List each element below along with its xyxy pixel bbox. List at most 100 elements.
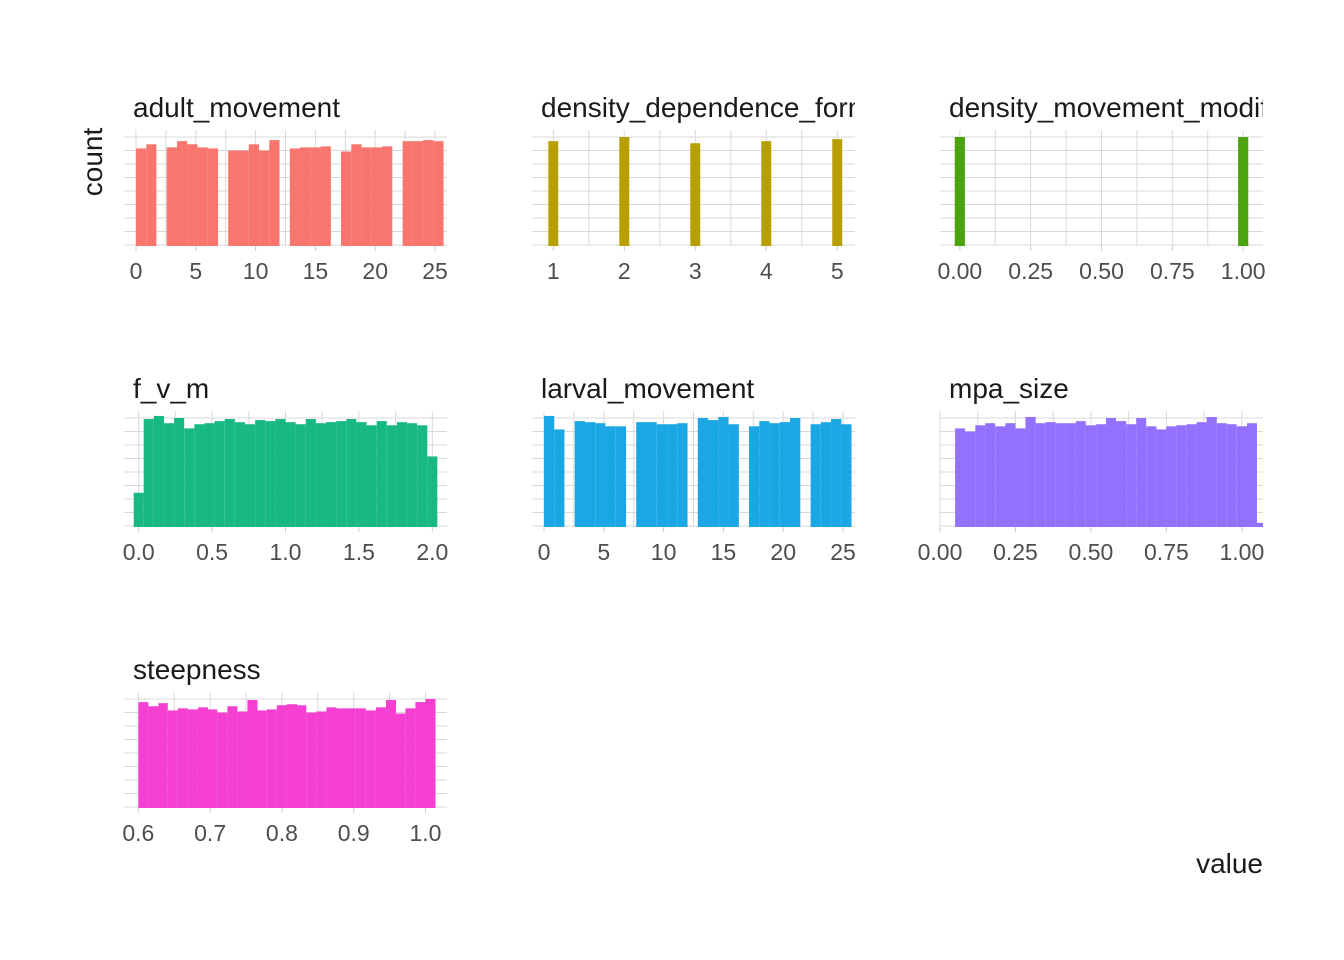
panel-density-movement-modifie: 0.00 0.25 0.50 0.75 1.00 density_movement_mod… bbox=[937, 92, 1290, 284]
histogram-bar bbox=[412, 141, 424, 246]
histogram-bar bbox=[375, 707, 386, 808]
histogram-bar bbox=[355, 708, 366, 808]
x-tick-label: 2.0 bbox=[416, 539, 448, 565]
histogram-bar bbox=[1206, 416, 1217, 527]
histogram-bar bbox=[194, 424, 205, 527]
histogram-bar bbox=[187, 144, 198, 246]
histogram-bar bbox=[405, 708, 416, 808]
histogram-bar bbox=[163, 423, 175, 527]
panel-title: larval_movement bbox=[541, 373, 754, 404]
x-tick-label: 25 bbox=[422, 258, 448, 284]
histogram-bar bbox=[146, 144, 157, 246]
histogram-bar bbox=[433, 141, 444, 246]
histogram-bar bbox=[820, 422, 832, 527]
y-axis-title: count bbox=[77, 128, 108, 197]
histogram-bar bbox=[1166, 426, 1177, 527]
histogram-bar bbox=[667, 424, 678, 527]
histogram-bar bbox=[234, 422, 245, 527]
histogram-bar bbox=[707, 420, 719, 527]
histogram-bar bbox=[619, 137, 630, 246]
histogram-bar bbox=[832, 139, 843, 246]
panel-title: steepness bbox=[133, 654, 261, 685]
histogram-bar bbox=[361, 147, 372, 246]
histogram-bar bbox=[143, 419, 154, 527]
histogram-bar bbox=[690, 143, 701, 246]
histogram-bar bbox=[166, 147, 177, 246]
histogram-bar bbox=[286, 704, 297, 808]
histogram-bar bbox=[417, 425, 428, 527]
histogram-bar bbox=[1186, 424, 1197, 527]
x-tick-label: 25 bbox=[830, 539, 856, 565]
histogram-bar bbox=[315, 423, 327, 527]
histogram-bar bbox=[636, 422, 647, 527]
histogram-bar bbox=[761, 141, 772, 246]
histogram-bar bbox=[276, 705, 287, 808]
histogram-bar bbox=[749, 426, 760, 527]
histogram-bar bbox=[275, 419, 286, 527]
histogram-bar bbox=[153, 415, 164, 527]
histogram-bar bbox=[1247, 423, 1257, 527]
histogram-bar bbox=[1055, 423, 1066, 527]
histogram-bar bbox=[295, 424, 306, 527]
x-tick-label: 1.5 bbox=[343, 539, 375, 565]
panel-density-dependence-form: 1 2 3 4 5 density_dependence_form bbox=[532, 92, 871, 284]
histogram-bar bbox=[1096, 424, 1107, 527]
histogram-bar bbox=[138, 702, 149, 808]
histogram-bar bbox=[1156, 429, 1167, 527]
histogram-bar bbox=[259, 150, 270, 246]
histogram-bar bbox=[718, 416, 729, 527]
x-tick-label: 1.00 bbox=[1221, 258, 1266, 284]
histogram-bar bbox=[176, 141, 188, 246]
histogram-bar bbox=[341, 151, 352, 246]
histogram-bar bbox=[396, 422, 408, 527]
panel-title: density_dependence_form bbox=[541, 92, 871, 123]
histogram-bar bbox=[224, 419, 235, 527]
histogram-bar bbox=[356, 422, 367, 527]
histogram-bar bbox=[396, 713, 406, 808]
histogram-bar bbox=[289, 148, 300, 246]
histogram-bar bbox=[423, 140, 434, 246]
histogram-bar bbox=[265, 421, 276, 527]
histogram-bar bbox=[336, 421, 347, 527]
x-tick-label: 0.9 bbox=[338, 820, 370, 846]
histogram-bar bbox=[376, 421, 387, 527]
histogram-bar bbox=[1238, 137, 1249, 246]
histogram-bar bbox=[1176, 425, 1187, 527]
histogram-bar bbox=[841, 424, 852, 527]
histogram-bar bbox=[1226, 424, 1237, 527]
panel-f-v-m: 0.0 0.5 1.0 1.5 2.0 f_v_m bbox=[123, 373, 449, 565]
histogram-bar bbox=[965, 431, 976, 527]
histogram-bar bbox=[1106, 418, 1116, 527]
histogram-bar bbox=[1005, 423, 1016, 527]
histogram-bar bbox=[548, 141, 559, 246]
panel-title: mpa_size bbox=[949, 373, 1069, 404]
x-tick-label: 1.0 bbox=[409, 820, 441, 846]
panel-title: density_movement_modifie bbox=[949, 92, 1290, 123]
histogram-bar bbox=[584, 422, 596, 527]
histogram-bar bbox=[1236, 426, 1248, 527]
histogram-bar bbox=[133, 492, 144, 527]
histogram-bar bbox=[779, 422, 791, 527]
panel-steepness: 0.6 0.7 0.8 0.9 1.0 steepness bbox=[122, 654, 447, 846]
histogram-bar bbox=[217, 712, 228, 808]
x-tick-label: 1 bbox=[547, 258, 560, 284]
histogram-bar bbox=[310, 147, 321, 246]
histogram-bar bbox=[382, 146, 393, 246]
histogram-bar bbox=[346, 708, 356, 808]
x-tick-label: 0.50 bbox=[1079, 258, 1124, 284]
histogram-bar bbox=[257, 710, 267, 808]
histogram-bar bbox=[728, 424, 739, 527]
histogram-bar bbox=[810, 424, 821, 527]
x-tick-label: 0.5 bbox=[196, 539, 228, 565]
histogram-bar bbox=[554, 429, 565, 527]
x-tick-label: 0.50 bbox=[1069, 539, 1114, 565]
histogram-bar bbox=[995, 426, 1006, 527]
x-tick-label: 5 bbox=[831, 258, 844, 284]
histogram-bar bbox=[255, 420, 266, 527]
x-tick-label: 0.7 bbox=[194, 820, 226, 846]
x-tick-label: 20 bbox=[362, 258, 388, 284]
histogram-bar bbox=[326, 422, 337, 527]
histogram-bar bbox=[1115, 421, 1127, 527]
histogram-bar bbox=[316, 711, 327, 808]
histogram-bar bbox=[204, 423, 215, 527]
